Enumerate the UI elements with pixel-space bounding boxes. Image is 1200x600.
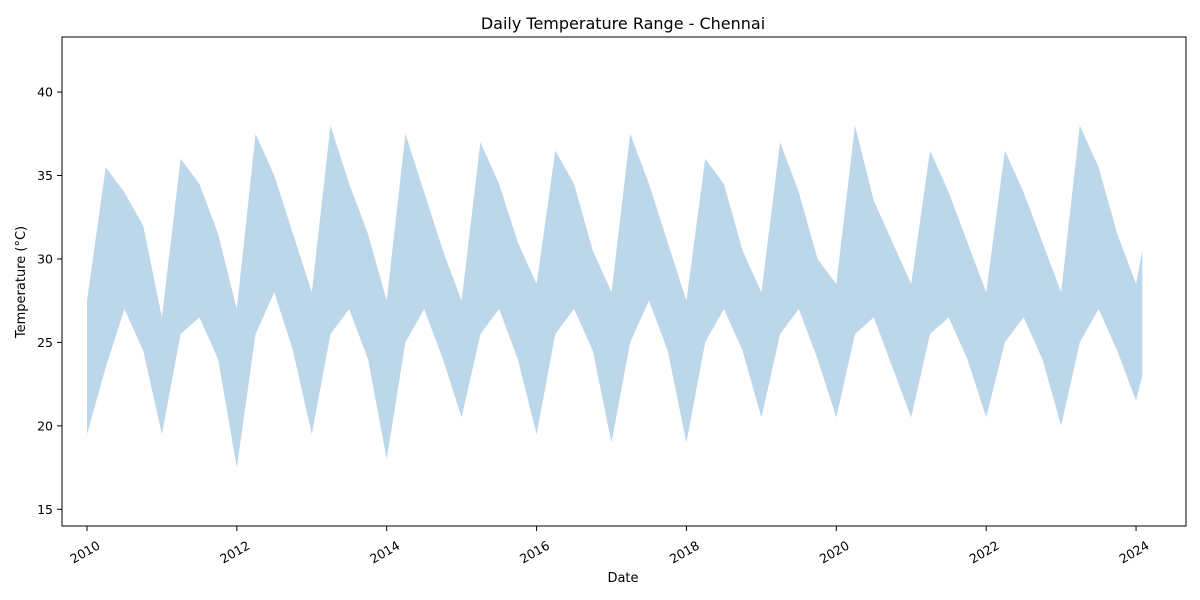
x-axis-label: Date (607, 571, 638, 586)
x-tick-label: 2024 (1116, 538, 1151, 567)
y-tick-label: 15 (37, 502, 53, 517)
y-tick-label: 40 (37, 85, 53, 100)
x-tick-label: 2018 (667, 538, 702, 567)
y-tick-label: 35 (37, 168, 53, 183)
y-tick-label: 30 (37, 251, 53, 266)
x-tick-label: 2022 (967, 538, 1002, 567)
plot-frame (61, 36, 1187, 527)
x-tick-label: 2016 (517, 538, 552, 567)
chart-title: Daily Temperature Range - Chennai (481, 14, 765, 33)
y-tick-label: 20 (37, 418, 53, 433)
y-tick-label: 25 (37, 335, 53, 350)
x-tick-label: 2012 (217, 538, 252, 567)
x-tick-label: 2010 (67, 538, 102, 567)
x-tick-label: 2014 (367, 538, 402, 567)
y-axis-label: Temperature (°C) (14, 226, 29, 339)
temperature-range-band (87, 125, 1143, 468)
x-tick-label: 2020 (817, 538, 852, 567)
x-axis: 2010 2012 2014 2016 2018 2020 2022 2024 (67, 526, 1152, 567)
y-axis: 15 20 25 30 35 40 (37, 85, 62, 517)
plot-area (87, 125, 1143, 468)
